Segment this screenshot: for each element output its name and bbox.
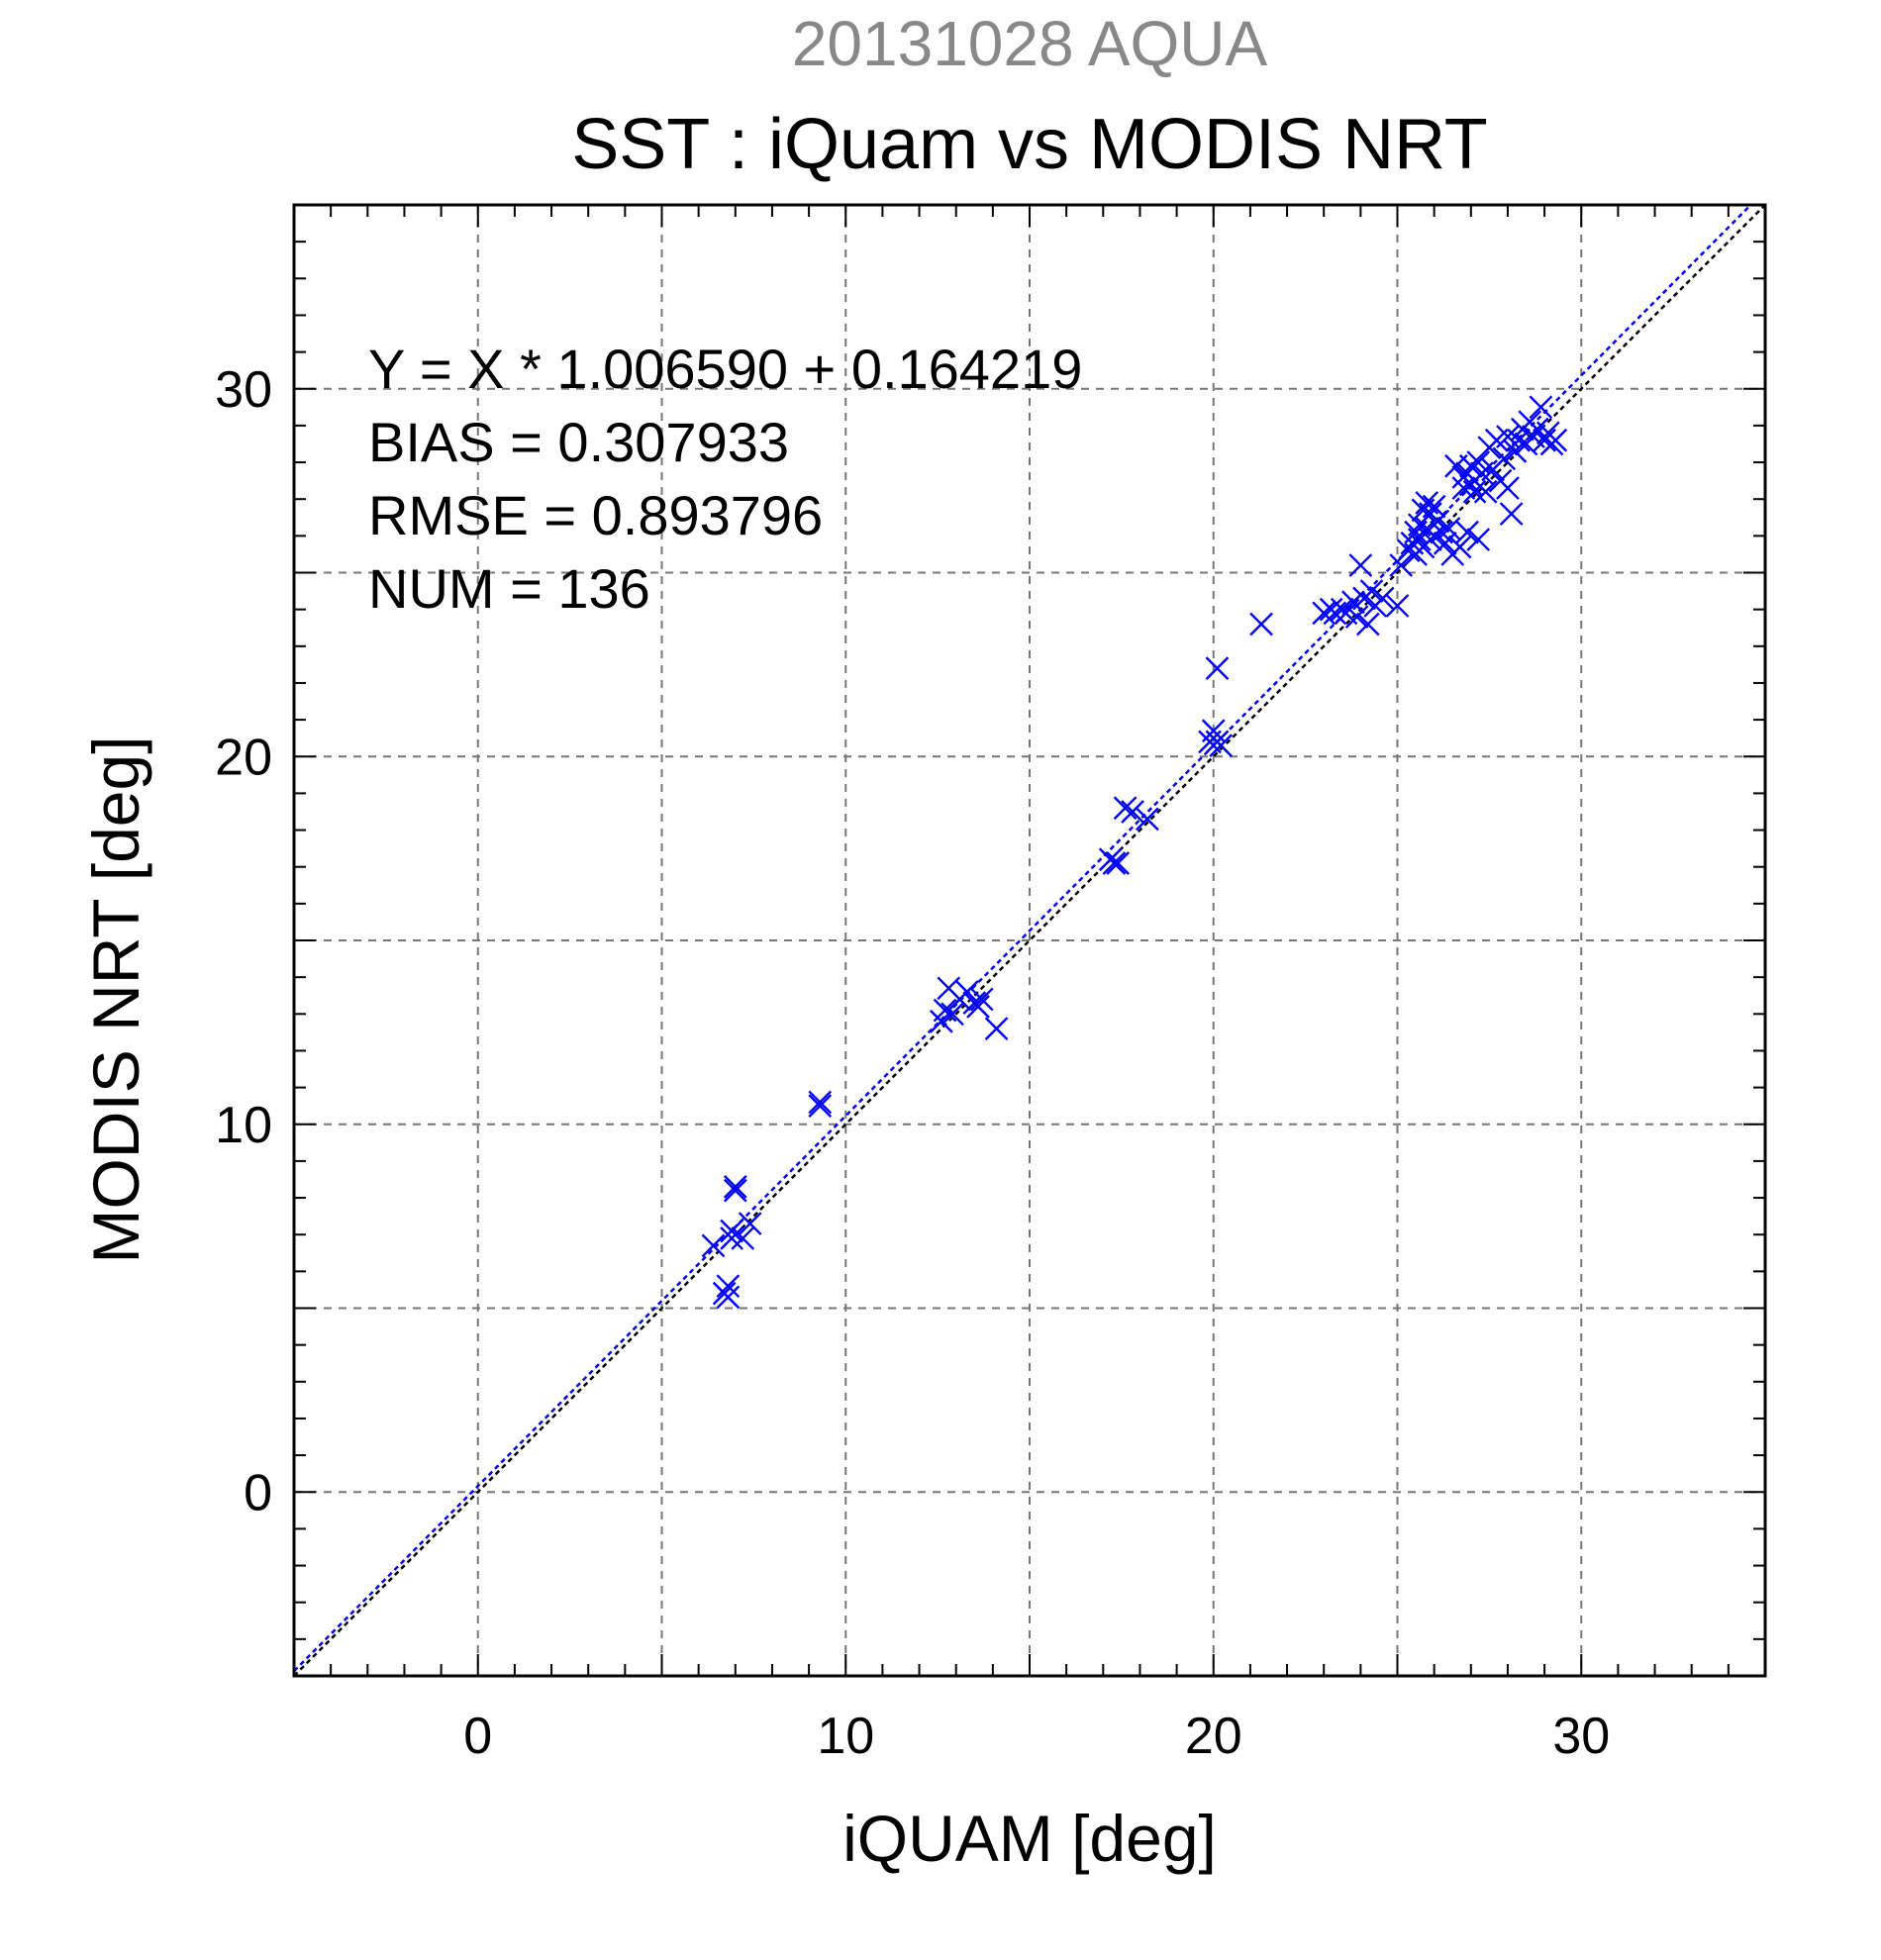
data-point [1312,601,1336,626]
bias-stat: BIAS = 0.307933 [368,411,789,473]
data-point [723,1175,747,1199]
data-point [808,1090,833,1115]
rmse-stat: RMSE = 0.893796 [368,484,823,546]
data-point [701,1233,726,1258]
data-point [1455,520,1479,544]
data-point [969,987,994,1012]
data-point [966,995,990,1019]
data-point [1106,851,1131,875]
data-point [1529,395,1553,420]
data-point [984,1017,1009,1041]
x-axis-label: iQUAM [deg] [842,1802,1217,1875]
data-point [738,1212,762,1235]
data-point [1433,531,1457,555]
x-tick-label: 0 [463,1708,492,1765]
data-point [1422,494,1446,519]
data-point [731,1226,755,1250]
data-point [1533,428,1556,452]
data-point [1389,553,1414,577]
data-point [1209,734,1234,757]
x-tick-label: 30 [1552,1708,1610,1765]
data-point [1355,612,1380,637]
data-point [716,1285,741,1310]
data-point [940,1002,964,1027]
y-tick-label: 30 [215,361,272,419]
data-point [1492,446,1517,471]
x-tick-label: 20 [1185,1708,1242,1765]
grid-lines [294,205,1765,1676]
data-point [1113,796,1138,821]
data-point [1543,428,1568,452]
data-points [701,395,1568,1310]
data-point [1385,594,1410,618]
y-tick-label: 0 [244,1464,272,1521]
data-point [1344,605,1369,629]
data-point [1249,612,1273,637]
data-point [1466,528,1491,551]
y-tick-label: 10 [215,1097,272,1154]
x-tick-label: 10 [817,1708,874,1765]
data-point [720,1226,743,1250]
data-point [1473,479,1498,504]
chart-date-title: 20131028 AQUA [792,8,1268,79]
data-point [1499,502,1524,526]
data-point [720,1219,743,1243]
regression-equation: Y = X * 1.006590 + 0.164219 [368,338,1082,400]
data-point [954,980,979,1004]
statistics-panel: Y = X * 1.006590 + 0.164219 BIAS = 0.307… [368,338,1082,620]
y-axis-label: MODIS NRT [deg] [79,735,152,1263]
data-point [1323,601,1347,626]
data-point [1422,524,1446,548]
tick-labels: 0 10 20 30 0 10 20 30 [215,361,1610,1765]
axis-ticks [293,204,1766,1677]
data-point [1359,579,1384,603]
data-point [1136,807,1159,832]
data-point [1370,586,1395,611]
data-point [1121,800,1144,824]
data-point [933,998,957,1023]
data-point [1462,479,1487,504]
data-point [1496,476,1520,500]
chart-title: SST : iQuam vs MODIS NRT [571,105,1488,184]
data-point [716,1274,741,1299]
data-point [1436,517,1461,540]
count-stat: NUM = 136 [368,557,650,620]
data-point [723,1178,747,1203]
data-point [1205,656,1230,680]
data-point [808,1094,833,1119]
y-tick-label: 20 [215,729,272,786]
data-point [1447,535,1472,559]
data-point [1458,453,1483,478]
data-point [1348,553,1373,577]
data-point [1102,851,1127,875]
